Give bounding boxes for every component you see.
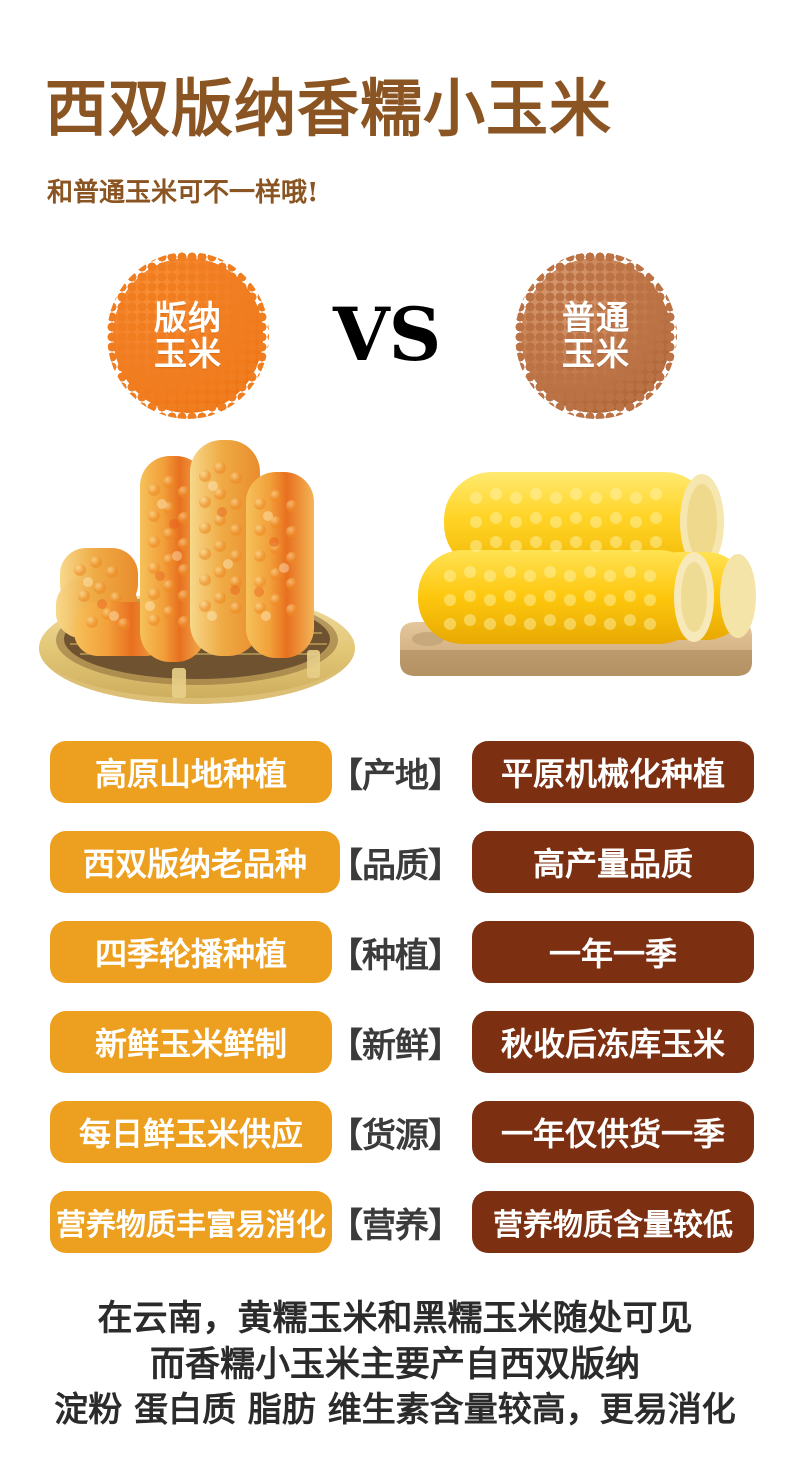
- row-right-value: 秋收后冻库玉米: [472, 1011, 754, 1073]
- row-category: 【品质】: [329, 845, 462, 886]
- table-row: 营养物质丰富易消化 【营养】 营养物质含量较低: [0, 1186, 790, 1258]
- footer-line-2: 而香糯小玉米主要产自西双版纳: [149, 1344, 640, 1386]
- table-row: 每日鲜玉米供应 【货源】 一年仅供货一季: [0, 1096, 790, 1168]
- row-right-value: 营养物质含量较低: [472, 1191, 754, 1253]
- row-right-value: 高产量品质: [472, 831, 754, 893]
- row-left-value: 新鲜玉米鲜制: [50, 1011, 332, 1073]
- row-left-value: 西双版纳老品种: [50, 831, 340, 893]
- badge-bana-label: 版纳 玉米: [154, 300, 222, 371]
- badge-scallop-edge-icon: [107, 252, 269, 419]
- table-row: 四季轮播种植 【种植】 一年一季: [0, 916, 790, 988]
- row-category: 【新鲜】: [329, 1025, 462, 1066]
- badge-ordinary-corn: 普通 玉米: [515, 252, 677, 419]
- footer-line-3: 淀粉 蛋白质 脂肪 维生素含量较高，更易消化: [54, 1390, 736, 1431]
- row-category: 【产地】: [329, 755, 462, 796]
- row-left-value: 高原山地种植: [50, 741, 332, 803]
- row-right-value: 一年仅供货一季: [472, 1101, 754, 1163]
- row-left-value: 营养物质丰富易消化: [50, 1191, 332, 1253]
- badge-bana-line1: 版纳: [154, 297, 222, 337]
- row-category: 【营养】: [329, 1205, 462, 1246]
- badge-ordinary-line2: 玉米: [562, 333, 630, 373]
- row-category: 【货源】: [329, 1115, 462, 1156]
- ordinary-corn-photo: [392, 440, 762, 705]
- badge-ordinary-line1: 普通: [562, 297, 630, 337]
- row-category: 【种植】: [329, 935, 462, 976]
- footer-description: 在云南，黄糯玉米和黑糯玉米随处可见 而香糯小玉米主要产自西双版纳 淀粉 蛋白质 …: [0, 1296, 790, 1433]
- footer-line-1: 在云南，黄糯玉米和黑糯玉米随处可见: [97, 1298, 693, 1339]
- table-row: 新鲜玉米鲜制 【新鲜】 秋收后冻库玉米: [0, 1006, 790, 1078]
- comparison-table: 高原山地种植 【产地】 平原机械化种植 西双版纳老品种 【品质】 高产量品质 四…: [0, 736, 790, 1276]
- table-row: 高原山地种植 【产地】 平原机械化种植: [0, 736, 790, 808]
- row-right-value: 一年一季: [472, 921, 754, 983]
- vs-label: VS: [333, 292, 441, 378]
- badge-scallop-edge-icon: [515, 252, 677, 419]
- row-right-value: 平原机械化种植: [472, 741, 754, 803]
- row-left-value: 每日鲜玉米供应: [50, 1101, 332, 1163]
- badge-bana-corn: 版纳 玉米: [107, 252, 269, 419]
- row-left-value: 四季轮播种植: [50, 921, 332, 983]
- bana-corn-photo: [22, 420, 372, 720]
- badge-bana-line2: 玉米: [154, 333, 222, 373]
- table-row: 西双版纳老品种 【品质】 高产量品质: [0, 826, 790, 898]
- page-subtitle: 和普通玉米可不一样哦!: [47, 178, 319, 208]
- badge-ordinary-label: 普通 玉米: [562, 300, 630, 371]
- page-title: 西双版纳香糯小玉米: [45, 72, 613, 145]
